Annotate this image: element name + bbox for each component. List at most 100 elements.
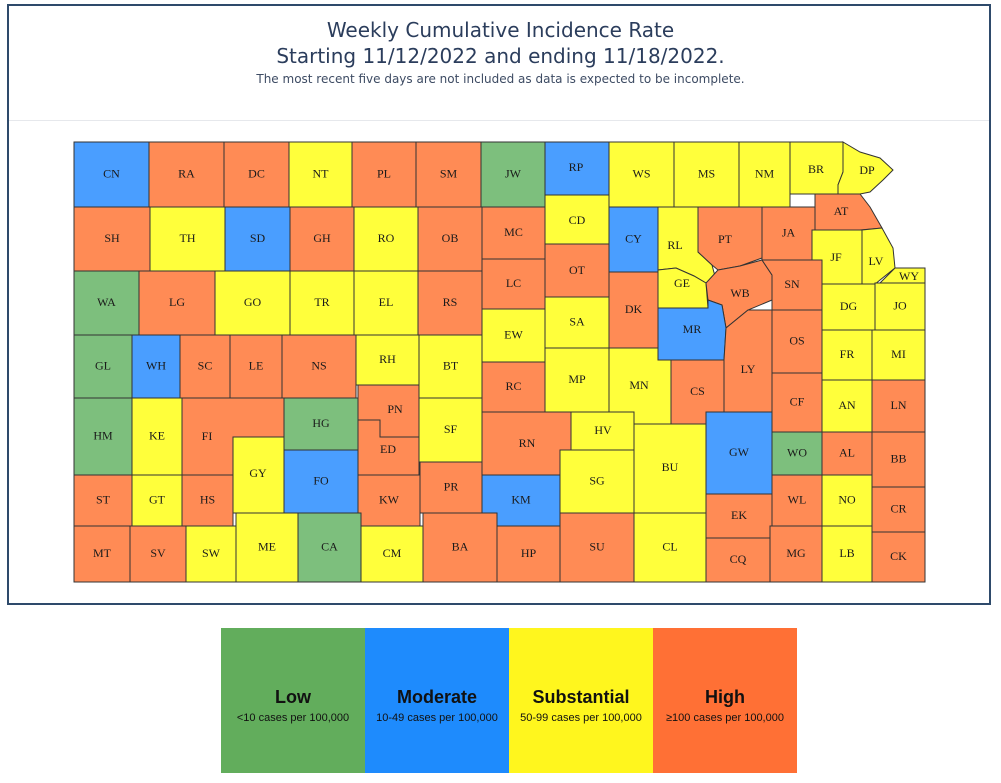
county-ba: BA <box>422 512 498 583</box>
county-ra: RA <box>148 141 225 208</box>
county-label: MR <box>683 322 702 336</box>
map-subtitle: The most recent five days are not includ… <box>256 72 745 86</box>
county-label: LN <box>891 398 907 412</box>
county-nm: NM <box>738 141 791 208</box>
county-label: PN <box>387 402 403 416</box>
county-label: TH <box>180 231 196 245</box>
county-ed: ED <box>357 419 420 476</box>
county-ro: RO <box>353 206 419 272</box>
county-label: WB <box>730 286 749 300</box>
county-label: SU <box>589 539 605 553</box>
county-label: DP <box>859 163 875 177</box>
county-label: HG <box>312 416 330 430</box>
county-wh: WH <box>131 334 181 399</box>
county-label: PL <box>377 166 391 180</box>
legend-label: Moderate <box>396 687 477 707</box>
map-date-range: Starting 11/12/2022 and ending 11/18/202… <box>276 44 725 68</box>
county-label: CD <box>569 213 586 227</box>
county-sw: SW <box>185 525 237 583</box>
county-label: OT <box>569 263 586 277</box>
county-wy: WY <box>878 267 926 284</box>
legend-label: High <box>705 687 745 707</box>
county-no: NO <box>821 474 873 527</box>
county-label: NS <box>311 358 326 372</box>
county-label: MG <box>786 546 806 560</box>
county-label: CY <box>625 231 642 245</box>
county-label: LG <box>169 295 185 309</box>
county-label: GL <box>95 358 111 372</box>
county-gt: GT <box>131 474 183 527</box>
county-ob: OB <box>417 206 483 272</box>
county-os: OS <box>771 309 823 374</box>
county-rc: RC <box>481 361 546 413</box>
county-label: JW <box>505 166 522 180</box>
county-label: JA <box>782 225 796 239</box>
county-ck: CK <box>871 531 926 583</box>
legend-item-substantial: Substantial 50-99 cases per 100,000 <box>509 628 653 773</box>
county-label: TR <box>314 295 329 309</box>
county-ew: EW <box>481 308 546 363</box>
county-gw: GW <box>705 411 773 495</box>
legend-item-low: Low <10 cases per 100,000 <box>221 628 365 773</box>
county-cq: CQ <box>705 537 771 583</box>
county-ms: MS <box>673 141 740 208</box>
county-rh: RH <box>355 334 420 386</box>
county-label: KE <box>149 428 165 442</box>
county-label: WA <box>97 295 116 309</box>
county-label: CR <box>890 501 906 515</box>
county-an: AN <box>821 379 873 433</box>
county-gh: GH <box>289 206 355 272</box>
legend: Low <10 cases per 100,000 Moderate 10-49… <box>221 628 797 773</box>
county-lg: LG <box>138 270 216 336</box>
county-label: PR <box>444 479 459 493</box>
county-label: ME <box>258 539 276 553</box>
county-label: MN <box>629 378 649 392</box>
county-le: LE <box>229 334 283 399</box>
county-label: RH <box>379 352 396 366</box>
county-ly: LY <box>723 309 773 413</box>
county-sd: SD <box>224 206 291 272</box>
county-label: SW <box>202 546 221 560</box>
county-label: CS <box>690 384 705 398</box>
county-label: CA <box>321 539 338 553</box>
county-jw: JW <box>480 141 546 208</box>
county-tr: TR <box>289 270 355 336</box>
county-cd: CD <box>544 194 610 245</box>
county-label: HP <box>521 546 537 560</box>
county-shape <box>837 141 894 195</box>
county-label: JO <box>893 298 907 312</box>
county-label: BA <box>452 539 469 553</box>
county-label: BB <box>890 451 906 465</box>
county-su: SU <box>559 512 635 583</box>
county-sf: SF <box>418 397 483 463</box>
county-nt: NT <box>288 141 353 208</box>
county-ns: NS <box>281 334 357 399</box>
county-shape <box>871 531 926 583</box>
county-rs: RS <box>417 270 483 336</box>
county-cm: CM <box>360 525 424 583</box>
county-cl: CL <box>633 512 707 583</box>
header-divider <box>9 120 989 121</box>
county-label: WO <box>787 445 807 459</box>
county-label: JF <box>830 250 842 264</box>
county-label: AN <box>838 398 856 412</box>
county-label: OS <box>789 333 804 347</box>
county-sg: SG <box>559 449 635 514</box>
county-dp: DP <box>837 141 894 195</box>
county-mg: MG <box>769 525 823 583</box>
county-ek: EK <box>705 493 773 539</box>
county-label: LB <box>839 546 854 560</box>
county-st: ST <box>73 474 133 527</box>
county-el: EL <box>353 270 419 336</box>
county-label: GY <box>249 466 267 480</box>
county-gl: GL <box>73 334 133 399</box>
county-label: MC <box>504 225 523 239</box>
county-label: AT <box>834 204 849 218</box>
county-label: ED <box>380 442 396 456</box>
county-me: ME <box>235 512 299 583</box>
county-label: FI <box>202 429 213 443</box>
legend-item-high: High ≥100 cases per 100,000 <box>653 628 797 773</box>
county-label: SD <box>250 231 266 245</box>
county-mp: MP <box>544 347 610 413</box>
county-ws: WS <box>608 141 675 208</box>
